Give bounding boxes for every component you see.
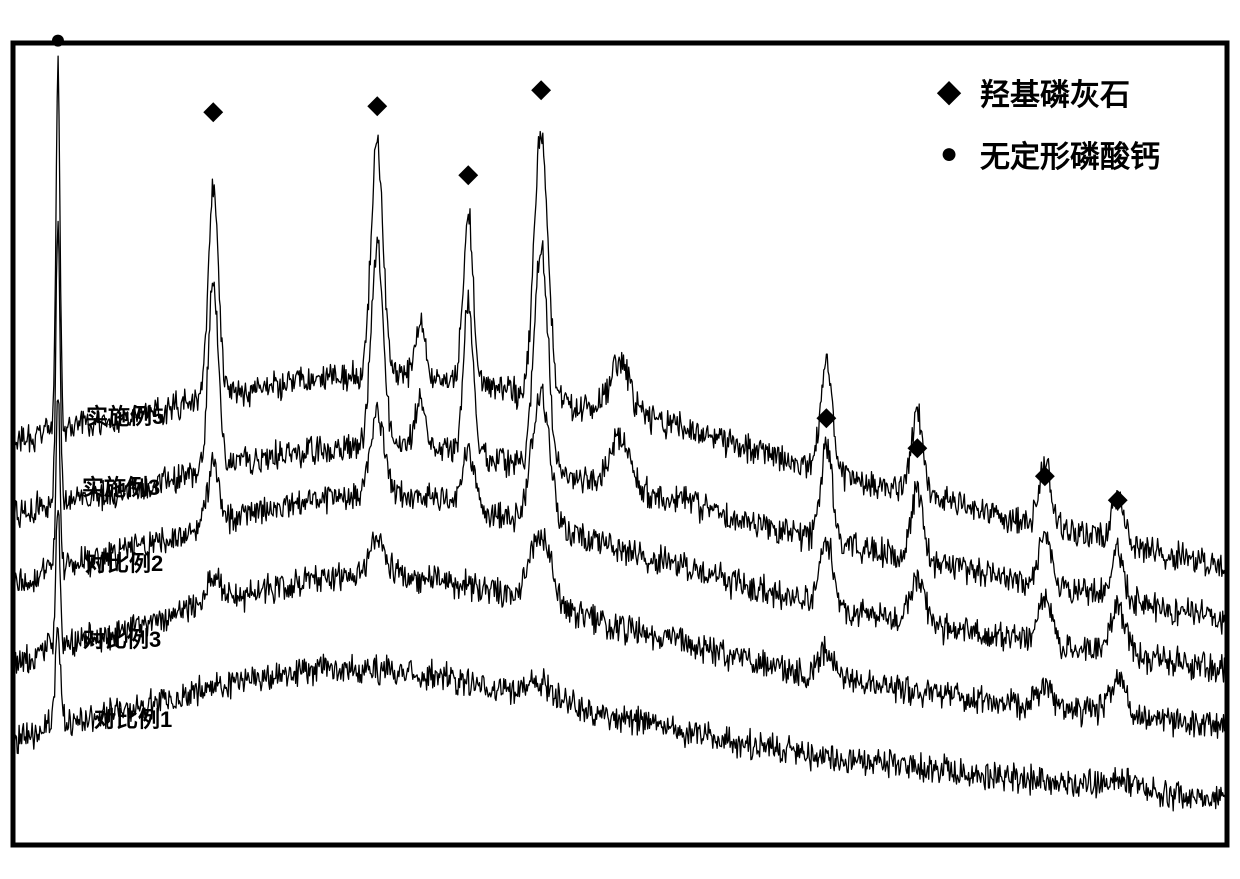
legend-item-hydroxyapatite: ◆ 羟基磷灰石 [932, 70, 1160, 114]
legend-label: 无定形磷酸钙 [980, 132, 1160, 176]
curve-label: 实施例3 [82, 470, 160, 502]
diamond-marker-icon: ◆ [531, 73, 551, 103]
diamond-marker-icon: ◆ [907, 431, 927, 461]
curve-label: 对比例3 [83, 622, 161, 654]
circle-marker-icon: ● [49, 23, 66, 54]
diamond-marker-icon: ◆ [458, 158, 478, 188]
legend-label: 羟基磷灰石 [980, 70, 1130, 114]
curve-label: 对比例1 [94, 702, 172, 734]
diamond-marker-icon: ◆ [1035, 459, 1055, 489]
xrd-chart: ● ◆ ◆ ◆ ◆ ◆ ◆ ◆ ◆ ◆ 羟基磷灰石 ● 无定形磷酸钙 实施例5 实施例3 对比例2 对… [0, 0, 1240, 879]
circle-icon: ● [932, 139, 966, 169]
curve-label: 实施例5 [86, 399, 164, 431]
diamond-icon: ◆ [932, 77, 966, 107]
diamond-marker-icon: ◆ [816, 401, 836, 431]
legend: ◆ 羟基磷灰石 ● 无定形磷酸钙 [932, 70, 1160, 194]
diamond-marker-icon: ◆ [203, 95, 223, 125]
curve-label: 对比例2 [85, 546, 163, 578]
diamond-marker-icon: ◆ [367, 89, 387, 119]
diamond-marker-icon: ◆ [1108, 483, 1128, 513]
legend-item-amorphous-calcium-phosphate: ● 无定形磷酸钙 [932, 132, 1160, 176]
